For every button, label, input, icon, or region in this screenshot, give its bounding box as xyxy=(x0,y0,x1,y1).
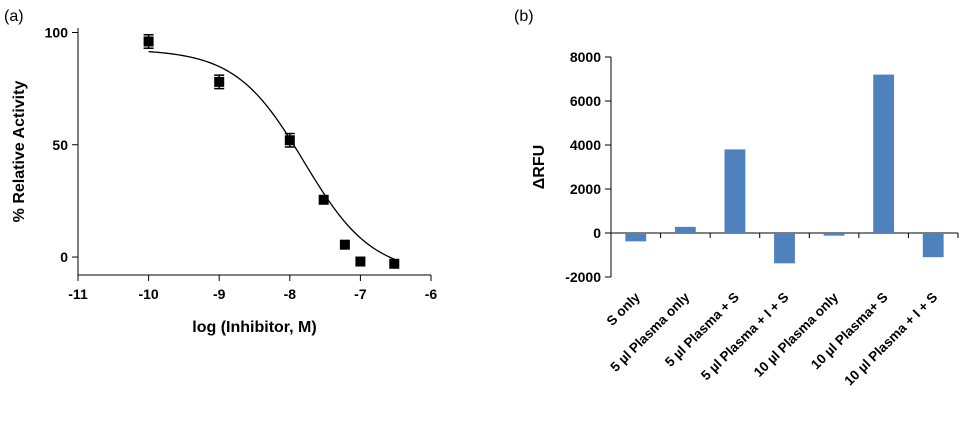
data-point xyxy=(143,33,154,49)
bar xyxy=(774,233,795,264)
data-point xyxy=(214,74,225,90)
panel-b-bars xyxy=(625,74,944,264)
panel-a-x-tick-label: -11 xyxy=(68,286,88,302)
category-label: 5 µl Plasma + I + S xyxy=(698,290,792,384)
panel-a-y-tick-label: 100 xyxy=(45,24,69,40)
panel-b-y-tick-label: -2000 xyxy=(565,269,601,285)
panel-a-label: (a) xyxy=(4,8,24,25)
panel-b-y-tick-label: 4000 xyxy=(570,137,601,153)
panel-a-data-points xyxy=(143,33,400,269)
data-point-marker xyxy=(143,36,154,47)
panel-b-y-tick-label: 0 xyxy=(593,225,601,241)
panel-b-y-tick-label: 2000 xyxy=(570,181,601,197)
data-point xyxy=(318,194,329,205)
bar xyxy=(823,233,845,236)
panel-a-y-ticks: 0 50 100 xyxy=(45,24,78,265)
data-point-marker xyxy=(284,135,295,146)
bar xyxy=(922,233,944,258)
panel-a-x-tick-label: -9 xyxy=(213,286,226,302)
panel-a-dose-response-chart: (a) 0 50 100 -11 -10 -9 -8 -7 -6 log (Inhibitor… xyxy=(4,8,437,336)
panel-b-y-tick-label: 6000 xyxy=(570,93,601,109)
bar xyxy=(674,226,696,233)
fit-curve xyxy=(148,51,395,260)
panel-a-x-tick-label: -7 xyxy=(354,286,367,302)
data-point-marker xyxy=(318,194,329,205)
panel-a-x-ticks: -11 -10 -9 -8 -7 -6 xyxy=(68,275,437,302)
category-label: 10 µl Plasma only xyxy=(751,289,842,380)
panel-b-y-ticks: -2000 0 2000 4000 6000 8000 xyxy=(565,49,611,285)
panel-a-x-tick-label: -6 xyxy=(425,286,438,302)
data-point-marker xyxy=(339,239,350,250)
panel-a-x-tick-label: -10 xyxy=(138,286,158,302)
panel-a-y-tick-label: 50 xyxy=(52,137,68,153)
data-point xyxy=(355,256,366,267)
data-point xyxy=(339,239,350,250)
data-point xyxy=(389,258,400,269)
panel-b-category-ticks xyxy=(610,233,959,238)
panel-a-y-axis-title: % Relative Activity xyxy=(11,81,28,223)
data-point-marker xyxy=(389,258,400,269)
data-point-marker xyxy=(214,76,225,87)
panel-b-y-tick-label: 8000 xyxy=(570,49,601,65)
category-label: 10 µl Plasma + I + S xyxy=(841,290,940,389)
panel-a-x-tick-label: -8 xyxy=(284,286,297,302)
data-point xyxy=(284,132,295,148)
panel-b-label: (b) xyxy=(514,8,534,25)
data-point-marker xyxy=(355,256,366,267)
panel-b-y-axis-title: ΔRFU xyxy=(531,145,548,189)
bar xyxy=(625,233,647,242)
bar xyxy=(873,74,895,233)
bar xyxy=(724,149,746,233)
category-label: S only xyxy=(604,289,644,329)
panel-a-y-tick-label: 0 xyxy=(60,249,68,265)
panel-a-x-axis-title: log (Inhibitor, M) xyxy=(192,319,316,336)
